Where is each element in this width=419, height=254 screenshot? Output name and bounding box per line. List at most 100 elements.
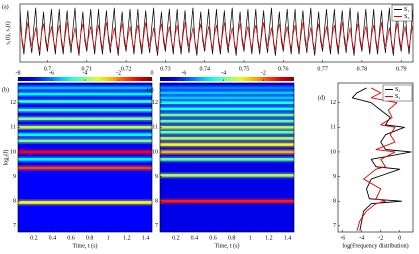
x-tick-label: 0.6: [209, 235, 217, 241]
y-tick-label: 11: [330, 125, 336, 131]
y-axis-label: log₂(f): [2, 150, 9, 166]
x-tick-label: 0.74: [199, 66, 210, 72]
panel-label: (b): [2, 86, 9, 93]
y-tick-label: 9: [13, 174, 16, 180]
ridge: [18, 108, 152, 112]
ridge: [18, 117, 152, 121]
x-tick-label: 0.72: [121, 66, 132, 72]
x-tick-label: 1.2: [265, 235, 273, 241]
ridge: [160, 101, 294, 105]
x-tick-label: 0.8: [86, 235, 94, 241]
x-tick-label: 0.78: [357, 66, 368, 72]
y-tick-label: 8: [155, 199, 158, 205]
ridge: [160, 199, 294, 203]
ridge: [160, 119, 294, 123]
y-tick-label: 10: [152, 149, 158, 155]
x-tick-label: 1.4: [284, 235, 292, 241]
ridge: [160, 143, 294, 146]
x-tick-label: 0.6: [67, 235, 75, 241]
x-tick-label: 0.79: [396, 66, 407, 72]
y-tick-label: 10: [330, 149, 336, 155]
x-tick-label: -4: [359, 235, 364, 241]
y-tick-label: 12: [152, 100, 158, 106]
legend-label: S₂: [395, 94, 400, 100]
ridge: [18, 133, 152, 137]
ridge: [160, 130, 294, 134]
y-tick-label: 9: [333, 174, 336, 180]
axis-box: [19, 3, 414, 63]
y-tick-label: 7: [155, 223, 158, 229]
colorbar-tick-label: 0: [151, 70, 154, 76]
ridge: [160, 158, 294, 161]
y-tick-label: 10: [10, 149, 16, 155]
plot-area: [160, 83, 294, 232]
panel-label: (a): [2, 3, 9, 10]
x-tick-label: 1: [249, 235, 252, 241]
colorbar: [160, 77, 294, 81]
y-tick-label: 12: [10, 100, 16, 106]
x-axis-label: Time, t (s): [215, 242, 240, 249]
ridge: [18, 158, 152, 161]
colorbar-tick-label: -2: [116, 70, 121, 76]
x-tick-label: 0.4: [49, 235, 57, 241]
y-tick-label: 11: [152, 125, 158, 131]
y-tick-label: 7: [13, 223, 16, 229]
x-tick-label: 0.73: [160, 66, 171, 72]
y-tick-label: 9: [155, 174, 158, 180]
ridge: [160, 107, 294, 111]
colorbar-tick-label: -2: [261, 70, 266, 76]
ridge: [18, 150, 152, 154]
x-tick-label: 0.4: [191, 235, 199, 241]
x-tick-label: 0.76: [278, 66, 289, 72]
panel-label: (d): [318, 94, 325, 101]
x-tick-label: -6: [340, 235, 345, 241]
ridge: [160, 174, 294, 177]
y-tick-label: 12: [330, 100, 336, 106]
legend-label: S₁: [395, 87, 400, 93]
axis-box: [17, 82, 153, 233]
ridge: [160, 86, 294, 90]
colorbar-tick-label: -6: [181, 70, 186, 76]
ridge: [18, 126, 152, 129]
heatmap-background: [18, 83, 152, 232]
y-axis-label: s₁(t), s₂(t): [4, 21, 11, 44]
axis-box: [337, 82, 414, 233]
x-tick-label: 0.2: [172, 235, 180, 241]
ridge: [18, 100, 152, 103]
x-axis-label: Time, t (s): [73, 242, 98, 249]
colorbar-tick-label: -4: [83, 70, 88, 76]
x-tick-label: 1.4: [142, 235, 150, 241]
y-tick-label: 7: [333, 223, 336, 229]
legend-label: S₁: [404, 7, 409, 13]
panel-label: (c): [147, 86, 154, 93]
x-tick-label: 0: [398, 235, 401, 241]
ridge: [18, 166, 152, 170]
x-tick-label: 0.2: [30, 235, 38, 241]
x-axis-label: log(Frequency distribution): [342, 242, 408, 249]
plot-area: [18, 83, 152, 232]
x-tick-label: 0.75: [239, 66, 250, 72]
x-tick-label: 1.2: [123, 235, 131, 241]
colorbar-tick-label: -6: [49, 70, 54, 76]
ridge: [18, 92, 152, 96]
series-line: [351, 87, 412, 231]
ridge: [160, 137, 294, 140]
ridge: [160, 96, 294, 100]
axis-box: [159, 82, 295, 233]
x-tick-label: 0.7: [44, 66, 52, 72]
series-line: [20, 7, 413, 56]
ridge: [160, 126, 294, 129]
colorbar-tick-label: -4: [221, 70, 226, 76]
colorbar: [18, 77, 152, 81]
ridge: [160, 150, 294, 154]
series-line: [20, 22, 413, 51]
colorbar-tick-label: -8: [16, 70, 21, 76]
plot-area: [351, 87, 412, 231]
x-tick-label: 1: [107, 235, 110, 241]
ridge: [160, 91, 294, 95]
y-tick-label: 8: [13, 199, 16, 205]
ridge: [18, 201, 152, 204]
x-tick-label: 0.8: [228, 235, 236, 241]
